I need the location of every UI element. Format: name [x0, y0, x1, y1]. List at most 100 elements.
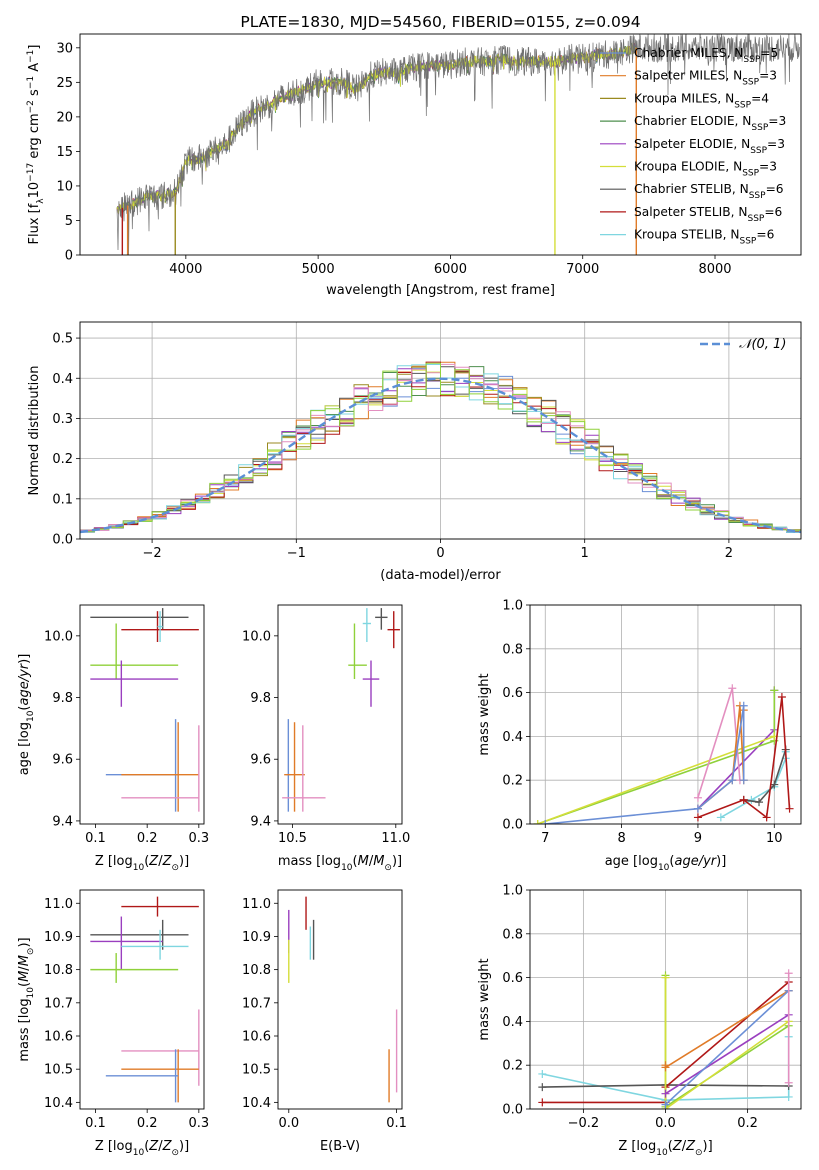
plot-area	[278, 890, 402, 1109]
tick-label-x: 0.3	[188, 1116, 209, 1131]
weight-marker	[728, 776, 737, 785]
x-axis-label: age [log10(age/yr)]	[605, 854, 727, 873]
chart-title: PLATE=1830, MJD=54560, FIBERID=0155, z=0…	[240, 13, 640, 31]
y-axis-label: age [log10(age/yr)]	[17, 654, 36, 776]
tick-label-y: 9.8	[250, 691, 271, 706]
weight-marker	[762, 813, 771, 822]
panel-spectrum: 4000 5000 6000 7000 8000 0 5 10 15 20 25 30 PLATE=18…	[26, 13, 802, 298]
weight-marker	[728, 684, 737, 693]
tick-label-x: 10	[766, 831, 783, 846]
plot-area	[80, 605, 204, 824]
y-axis-label: Normed distribution	[27, 366, 42, 496]
y-axis-label: mass weight	[477, 958, 492, 1040]
tick-label-y: 10.0	[242, 629, 271, 644]
plot-content	[533, 684, 794, 824]
tick-label-y: 0.0	[502, 818, 523, 833]
tick-label-x: 0.2	[737, 1116, 758, 1131]
legend: Chabrier MILES, NSSP=5 Salpeter MILES, NS…	[600, 46, 786, 247]
tick-label-y: 15	[56, 145, 73, 160]
legend-entry: Chabrier MILES, NSSP=5	[634, 46, 778, 65]
panel-z_mass: 0.1 0.2 0.3 10.4 10.5 10.6 10.7 10.8 10.9 11.0 Z […	[17, 889, 209, 1158]
weight-marker	[693, 813, 702, 822]
tick-label-y: 9.4	[250, 814, 271, 829]
tick-label-y: 0.6	[502, 686, 523, 701]
tick-label-y: 9.6	[52, 753, 73, 768]
tick-label-y: 1.0	[502, 599, 523, 614]
tick-label-y: 5	[65, 214, 73, 229]
legend-entry: Kroupa ELODIE, NSSP=3	[634, 160, 777, 179]
tick-label-x: 0.0	[655, 1116, 676, 1131]
axes-frame	[79, 33, 802, 256]
tick-label-x: 0.2	[137, 1116, 158, 1131]
tick-label-x: 0.3	[188, 831, 209, 846]
panel-z_age: 0.1 0.2 0.3 9.4 9.6 9.8 10.0 Z [log10(Z/Z⊙)] age…	[17, 604, 209, 873]
weight-marker	[755, 798, 764, 807]
tick-label-y: 0.2	[52, 452, 73, 467]
axes-frame	[529, 889, 802, 1110]
axes-frame	[79, 321, 802, 540]
tick-label-y: 10.4	[44, 1096, 73, 1111]
tick-label-y: 20	[56, 110, 73, 125]
weight-marker	[784, 969, 793, 978]
panel-age_weight: 7 8 9 10 0.0 0.2 0.4 0.6 0.8 1.0 age [log10(age/yr…	[477, 599, 802, 873]
tick-label-y: 10.8	[44, 963, 73, 978]
tick-label-y: 0	[65, 249, 73, 264]
axes-frame	[79, 604, 205, 825]
weight-marker	[538, 1083, 547, 1092]
tick-label-x: 0.1	[85, 1116, 106, 1131]
x-axis-label: mass [log10(M/M⊙)]	[278, 854, 402, 873]
tick-label-y: 10.9	[242, 930, 271, 945]
plot-content	[282, 608, 400, 812]
axes-frame	[529, 604, 802, 825]
tick-label-x: −0.2	[568, 1116, 600, 1131]
tick-label-y: 11.0	[44, 897, 73, 912]
weight-marker	[661, 1089, 670, 1098]
plot-area	[80, 34, 801, 255]
legend-entry: Salpeter MILES, NSSP=3	[634, 69, 777, 88]
tick-label-y: 1.0	[502, 884, 523, 899]
tick-label-y: 9.6	[250, 753, 271, 768]
weight-marker	[739, 776, 748, 785]
tick-label-x: 1	[581, 546, 589, 561]
legend-entry: Chabrier ELODIE, NSSP=3	[634, 114, 786, 133]
tick-label-x: 9	[694, 831, 702, 846]
tick-label-y: 0.1	[52, 492, 73, 507]
tick-label-x: 11.0	[381, 831, 410, 846]
tick-label-y: 9.4	[52, 814, 73, 829]
plot-content	[80, 361, 801, 534]
weight-marker	[693, 793, 702, 802]
gaussian-curve	[80, 377, 801, 534]
tick-label-x: 7	[541, 831, 549, 846]
tick-label-x: 7000	[566, 262, 599, 277]
weight-marker	[693, 804, 702, 813]
tick-label-y: 10.0	[44, 629, 73, 644]
tick-label-y: 10.4	[242, 1096, 271, 1111]
plot-content	[288, 896, 398, 1103]
tick-label-x: 6000	[434, 262, 467, 277]
weight-line	[664, 977, 790, 1109]
weight-marker	[661, 1063, 670, 1072]
tick-label-x: 0.0	[278, 1116, 299, 1131]
weight-marker	[533, 820, 542, 824]
tick-label-y: 0.8	[502, 642, 523, 657]
weight-marker	[784, 1078, 793, 1087]
x-axis-label: Z [log10(Z/Z⊙)]	[95, 854, 189, 873]
legend-entry: Salpeter STELIB, NSSP=6	[634, 205, 782, 224]
weight-marker	[770, 780, 779, 789]
plot-content	[90, 608, 200, 812]
tick-label-x: 4000	[169, 262, 202, 277]
weight-marker	[716, 813, 725, 822]
tick-label-x: 2	[725, 546, 733, 561]
tick-label-y: 0.4	[502, 1015, 523, 1030]
tick-label-x: 0.2	[137, 831, 158, 846]
weight-line	[665, 1014, 790, 1095]
tick-label-y: 10	[56, 179, 73, 194]
tick-label-y: 0.0	[52, 533, 73, 548]
tick-label-y: 0.4	[502, 730, 523, 745]
tick-label-y: 10.5	[44, 1063, 73, 1078]
tick-label-x: 5000	[302, 262, 335, 277]
tick-label-y: 10.7	[242, 996, 271, 1011]
tick-label-y: 30	[56, 41, 73, 56]
plot-area	[530, 605, 801, 824]
